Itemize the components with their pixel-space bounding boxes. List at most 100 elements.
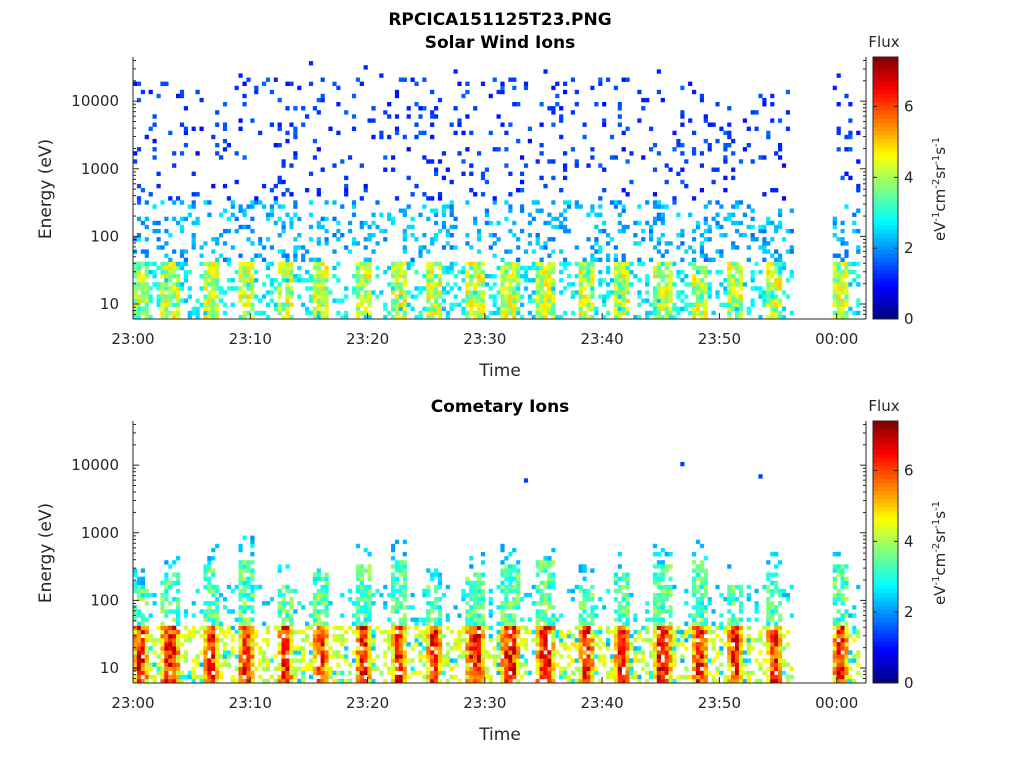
- flux-cell: [465, 658, 470, 663]
- flux-cell: [512, 597, 517, 602]
- flux-cell: [500, 274, 505, 279]
- flux-cell: [242, 576, 247, 581]
- flux-cell: [371, 118, 376, 123]
- flux-cell: [699, 658, 704, 663]
- flux-cell: [758, 93, 763, 99]
- flux-cell: [160, 605, 165, 610]
- flux-cell: [473, 666, 478, 671]
- flux-cell: [508, 278, 513, 283]
- flux-cell: [559, 261, 564, 267]
- flux-cell: [551, 122, 556, 127]
- flux-cell: [731, 220, 736, 226]
- flux-cell: [652, 650, 658, 655]
- flux-cell: [242, 625, 247, 631]
- flux-cell: [613, 658, 618, 663]
- flux-cell: [402, 572, 407, 577]
- flux-cell: [746, 245, 751, 250]
- flux-cell: [578, 666, 583, 671]
- flux-cell: [367, 629, 372, 635]
- flux-cell: [222, 302, 228, 307]
- flux-cell: [281, 621, 286, 626]
- flux-cell: [633, 670, 638, 676]
- flux-cell: [625, 126, 630, 131]
- flux-cell: [649, 126, 654, 131]
- flux-cell: [293, 204, 298, 209]
- flux-cell: [336, 85, 341, 91]
- flux-cell: [344, 183, 349, 189]
- flux-cell: [582, 314, 587, 320]
- flux-cell: [778, 678, 783, 684]
- flux-cell: [355, 621, 360, 626]
- flux-cell: [250, 302, 255, 307]
- flux-cell: [535, 572, 540, 577]
- flux-cell: [332, 81, 337, 86]
- flux-cell: [692, 286, 697, 291]
- flux-cell: [480, 81, 486, 86]
- flux-cell: [402, 278, 407, 283]
- flux-cell: [383, 306, 388, 312]
- flux-cell: [168, 629, 173, 635]
- flux-cell: [664, 646, 669, 651]
- flux-cell: [480, 560, 486, 565]
- flux-cell: [136, 621, 142, 626]
- flux-cell: [692, 249, 697, 254]
- flux-cell: [758, 629, 763, 635]
- flux-cell: [508, 265, 513, 271]
- flux-cell: [430, 310, 435, 316]
- flux-cell: [570, 310, 575, 316]
- flux-cell: [414, 102, 419, 107]
- flux-cell: [422, 588, 427, 594]
- flux-cell: [434, 568, 439, 573]
- flux-cell: [176, 572, 181, 577]
- flux-cell: [543, 609, 548, 614]
- flux-cell: [312, 572, 317, 577]
- flux-cell: [762, 298, 767, 303]
- flux-cell: [684, 249, 689, 254]
- flux-cell: [351, 650, 357, 655]
- flux-cell: [359, 580, 364, 586]
- flux-cell: [496, 633, 501, 639]
- flux-cell: [238, 73, 243, 78]
- flux-cell: [250, 535, 255, 540]
- flux-cell: [660, 314, 665, 320]
- flux-cell: [133, 572, 138, 577]
- flux-cell: [285, 662, 290, 667]
- flux-cell: [176, 621, 181, 626]
- flux-cell: [477, 580, 482, 586]
- flux-cell: [504, 654, 509, 659]
- colorbar-segment: [873, 261, 898, 267]
- flux-cell: [398, 302, 403, 307]
- flux-cell: [590, 282, 595, 287]
- flux-cell: [277, 286, 282, 291]
- flux-cell: [613, 572, 618, 577]
- flux-cell: [625, 617, 630, 622]
- flux-cell: [242, 621, 247, 626]
- flux-cell: [449, 265, 454, 271]
- flux-cell: [199, 274, 204, 279]
- flux-cell: [351, 200, 357, 205]
- flux-cell: [246, 568, 251, 573]
- flux-cell: [324, 658, 329, 663]
- flux-cell: [383, 638, 388, 643]
- flux-cell: [652, 204, 658, 209]
- flux-cell: [656, 269, 661, 275]
- flux-cell: [692, 654, 697, 659]
- flux-cell: [766, 249, 771, 254]
- flux-cell: [500, 609, 505, 614]
- flux-cell: [426, 609, 431, 614]
- flux-cell: [219, 662, 224, 667]
- flux-cell: [492, 310, 497, 316]
- flux-cell: [758, 678, 763, 684]
- flux-cell: [637, 650, 642, 655]
- flux-cell: [617, 306, 622, 312]
- flux-cell: [148, 613, 153, 618]
- flux-cell: [324, 592, 329, 598]
- flux-cell: [539, 294, 544, 299]
- flux-cell: [324, 310, 329, 316]
- flux-cell: [133, 302, 138, 307]
- flux-cell: [543, 556, 548, 561]
- flux-cell: [449, 212, 454, 217]
- flux-cell: [488, 633, 493, 639]
- flux-cell: [617, 646, 622, 651]
- flux-cell: [179, 93, 185, 99]
